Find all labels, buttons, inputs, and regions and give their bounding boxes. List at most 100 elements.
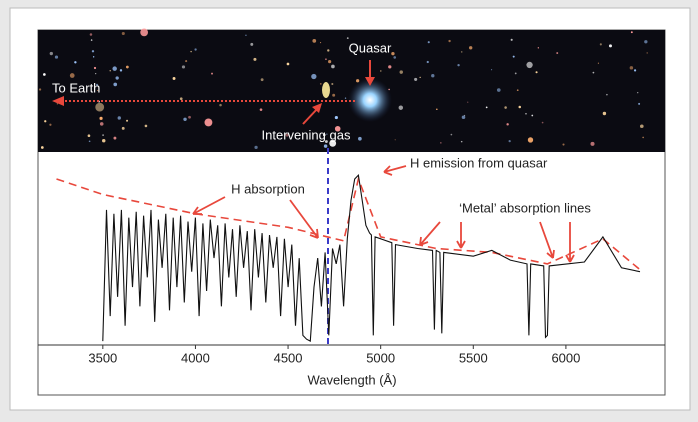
star [602,111,607,116]
star [590,141,595,146]
annotation: Quasar [349,40,392,55]
star [597,62,599,64]
star [535,71,538,74]
star [38,88,42,91]
star [260,78,264,82]
star [121,126,125,130]
star [646,52,648,54]
star [334,115,338,120]
star [259,108,263,111]
star [92,56,95,58]
x-tick-label: 5500 [459,350,488,365]
star [331,82,334,86]
star [526,61,533,69]
star [633,69,637,72]
star [102,138,106,143]
star [250,42,254,46]
star [460,140,463,143]
star [508,139,511,143]
x-tick-label: 4000 [181,350,210,365]
star [527,137,534,143]
star [637,92,639,94]
star [126,119,129,122]
star [219,103,222,107]
star [516,89,519,92]
star [640,124,644,129]
star [388,65,392,69]
star [398,105,404,110]
star [606,93,608,96]
star [40,146,44,149]
star [311,73,317,80]
star [485,106,488,109]
arrow-head [52,96,64,106]
star [144,124,148,128]
star [344,97,347,99]
star [592,71,595,74]
star [91,50,95,53]
star [286,62,290,66]
star [531,114,534,117]
star [450,133,453,136]
star [253,57,257,61]
star [117,116,121,120]
star [119,69,123,72]
star [102,134,104,136]
galaxy [322,82,330,98]
series-line [56,176,641,271]
star [99,116,103,120]
star [638,102,641,105]
annotation: ‘Metal’ absorption lines [459,200,591,215]
star [518,105,522,109]
plot: 3500 4000 4500 5000 5500 6000 [56,174,641,365]
star [87,134,91,138]
star [204,118,213,127]
star [331,64,335,69]
x-tick-label: 6000 [551,350,580,365]
star [56,103,59,105]
star [112,66,117,71]
star [95,72,97,75]
star [419,76,421,78]
arrow-head [312,103,322,113]
star [512,55,515,58]
star [440,142,442,144]
star [457,63,460,67]
x-tick-label: 5000 [366,350,395,365]
star [74,61,77,64]
star [90,39,93,41]
star [121,31,125,36]
star [461,115,466,120]
star [467,101,469,103]
star [49,51,53,56]
star [322,133,326,137]
star [113,82,118,87]
series-line [102,174,641,342]
arrow [302,107,319,125]
star [328,60,332,64]
star [514,72,517,75]
star [194,48,197,51]
star [54,55,59,59]
star [185,60,188,63]
star [89,33,93,36]
star [43,73,46,76]
star [188,115,191,119]
star [468,46,473,50]
star [496,88,501,92]
star [172,76,176,80]
star [179,97,183,101]
star [329,139,337,147]
star [414,77,418,81]
annotation: H absorption [231,181,305,196]
star [491,69,493,71]
star [181,65,186,69]
star [113,136,117,140]
star [642,136,644,139]
star [380,70,382,72]
star [190,50,192,53]
star [506,123,509,126]
star [327,49,330,52]
star [320,42,322,44]
